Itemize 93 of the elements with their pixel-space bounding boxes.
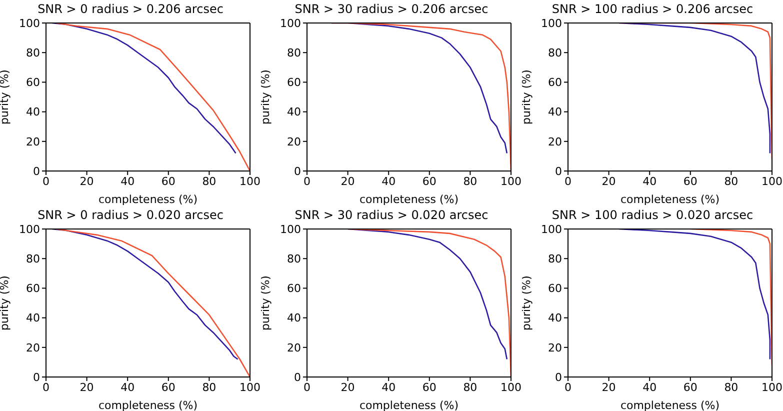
y-tick-label: 60 <box>26 76 40 90</box>
y-tick-label: 40 <box>548 106 562 119</box>
y-axis-title: purity (%) <box>520 70 533 124</box>
y-tick-label: 100 <box>19 222 40 236</box>
line-series <box>51 23 236 154</box>
x-tick-label: 20 <box>602 380 616 394</box>
x-tick-label: 40 <box>120 380 135 394</box>
x-tick-label: 80 <box>463 174 478 188</box>
x-axis-title: completeness (%) <box>98 193 198 206</box>
x-tick-label: 60 <box>422 380 436 394</box>
x-tick-label: 100 <box>500 174 522 188</box>
y-axis-title: purity (%) <box>0 275 11 330</box>
x-tick-label: 40 <box>382 174 396 188</box>
x-axis-title: completeness (%) <box>620 398 720 411</box>
y-tick-label: 0 <box>555 370 562 384</box>
x-tick-label: 80 <box>202 380 216 394</box>
chart-title: SNR > 0 radius > 0.020 arcsec <box>36 206 224 224</box>
y-tick-label: 20 <box>287 135 301 148</box>
y-tick-label: 20 <box>548 340 562 354</box>
y-tick-label: 100 <box>541 16 562 30</box>
x-tick-label: 60 <box>422 174 436 188</box>
x-axis-title: completeness (%) <box>359 398 459 411</box>
x-tick-label: 40 <box>382 380 396 394</box>
chart-title: SNR > 100 radius > 0.206 arcsec <box>550 1 754 18</box>
x-tick-label: 40 <box>642 380 657 394</box>
y-tick-label: 0 <box>33 370 40 384</box>
x-tick-label: 60 <box>161 380 176 394</box>
y-tick-label: 20 <box>26 340 40 354</box>
y-axis-title: purity (%) <box>520 275 533 330</box>
x-tick-label: 20 <box>340 380 355 394</box>
x-tick-label: 100 <box>762 174 782 188</box>
y-axis-title: purity (%) <box>258 70 272 124</box>
x-tick-label: 80 <box>463 380 478 394</box>
x-axis-title: completeness (%) <box>620 193 720 206</box>
x-tick-label: 100 <box>762 380 782 394</box>
x-tick-label: 0 <box>304 380 310 394</box>
y-axis-title: purity (%) <box>0 70 11 124</box>
chart-title: SNR > 0 radius > 0.206 arcsec <box>36 1 224 18</box>
x-tick-label: 20 <box>340 174 355 188</box>
x-tick-label: 0 <box>564 380 572 394</box>
y-tick-label: 60 <box>548 282 562 295</box>
x-tick-label: 40 <box>642 174 657 188</box>
y-tick-label: 40 <box>26 106 40 119</box>
y-tick-label: 100 <box>541 222 562 236</box>
x-tick-label: 100 <box>240 380 260 394</box>
y-tick-label: 80 <box>548 46 562 60</box>
y-tick-label: 80 <box>287 252 301 266</box>
x-tick-label: 100 <box>500 380 522 394</box>
y-tick-label: 40 <box>548 311 562 324</box>
y-tick-label: 40 <box>287 106 301 119</box>
y-axis-title: purity (%) <box>258 275 272 330</box>
y-tick-label: 20 <box>548 135 562 148</box>
x-tick-label: 0 <box>42 174 50 188</box>
x-tick-label: 60 <box>683 174 698 188</box>
y-tick-label: 40 <box>26 311 40 324</box>
line-series <box>618 228 771 360</box>
x-tick-label: 20 <box>80 174 94 188</box>
x-tick-label: 0 <box>304 174 310 188</box>
y-tick-label: 80 <box>287 46 301 60</box>
y-tick-label: 80 <box>26 252 40 266</box>
y-tick-label: 40 <box>287 311 301 324</box>
x-tick-label: 40 <box>120 174 135 188</box>
y-tick-label: 0 <box>294 164 301 178</box>
y-tick-label: 100 <box>280 16 301 30</box>
y-tick-label: 60 <box>548 76 562 90</box>
y-tick-label: 80 <box>26 46 40 60</box>
x-axis-title: completeness (%) <box>98 398 198 411</box>
chart-title: SNR > 30 radius > 0.206 arcsec <box>294 1 490 18</box>
y-tick-label: 20 <box>287 340 301 354</box>
x-axis-title: completeness (%) <box>359 193 459 206</box>
x-tick-label: 100 <box>240 174 260 188</box>
y-tick-label: 0 <box>294 370 301 384</box>
y-tick-label: 20 <box>26 135 40 148</box>
y-tick-label: 60 <box>287 282 301 295</box>
y-tick-label: 0 <box>555 164 562 178</box>
x-tick-label: 0 <box>564 174 572 188</box>
y-tick-label: 0 <box>33 164 40 178</box>
x-tick-label: 0 <box>42 380 50 394</box>
x-tick-label: 20 <box>602 174 616 188</box>
x-tick-label: 20 <box>80 380 94 394</box>
line-series <box>51 228 238 360</box>
x-tick-label: 80 <box>724 174 738 188</box>
chart-title: SNR > 100 radius > 0.020 arcsec <box>550 206 754 224</box>
x-tick-label: 80 <box>724 380 738 394</box>
x-tick-label: 60 <box>683 380 698 394</box>
chart-title: SNR > 30 radius > 0.020 arcsec <box>294 206 490 224</box>
y-tick-label: 100 <box>280 222 301 236</box>
y-tick-label: 60 <box>287 76 301 90</box>
x-tick-label: 60 <box>161 174 176 188</box>
x-tick-label: 80 <box>202 174 216 188</box>
y-tick-label: 100 <box>19 16 40 30</box>
y-tick-label: 80 <box>548 252 562 266</box>
y-tick-label: 60 <box>26 282 40 295</box>
